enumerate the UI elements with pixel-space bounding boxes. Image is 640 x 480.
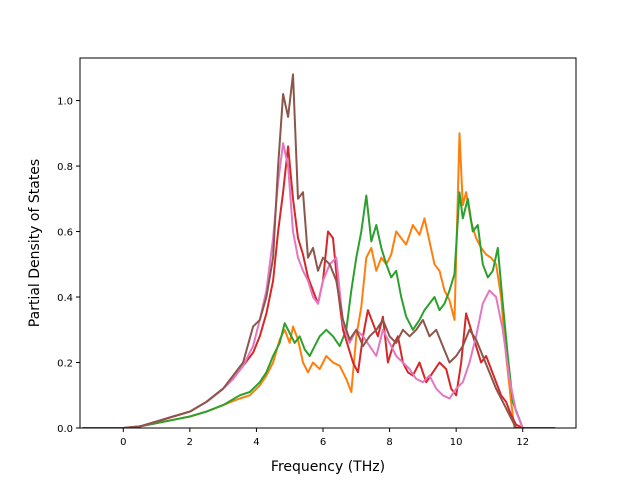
y-tick-label: 1.0	[57, 97, 73, 108]
series-line-2	[82, 191, 556, 428]
series-line-1	[82, 132, 556, 428]
x-tick-label: 0	[120, 437, 126, 448]
x-axis: 0 2 4 6 8 10 12	[120, 428, 529, 448]
x-tick-label: 12	[516, 437, 529, 448]
plot-frame	[79, 57, 577, 429]
x-tick-label: 10	[450, 437, 463, 448]
y-tick-label: 0.6	[57, 228, 73, 239]
x-tick-label: 6	[320, 437, 326, 448]
y-axis: 0.0 0.2 0.4 0.6 0.8 1.0	[57, 97, 80, 435]
y-axis-label: Partial Density of States	[27, 159, 43, 327]
x-tick-label: 4	[253, 437, 259, 448]
series-line-4	[82, 142, 556, 428]
y-tick-label: 0.0	[57, 424, 73, 435]
y-tick-label: 0.8	[57, 162, 73, 173]
y-tick-label: 0.2	[57, 359, 73, 370]
x-tick-label: 2	[187, 437, 193, 448]
series-layer	[82, 73, 556, 428]
x-axis-label: Frequency (THz)	[271, 459, 385, 475]
series-line-5	[82, 73, 556, 428]
x-tick-label: 8	[386, 437, 392, 448]
y-tick-label: 0.4	[57, 293, 73, 304]
